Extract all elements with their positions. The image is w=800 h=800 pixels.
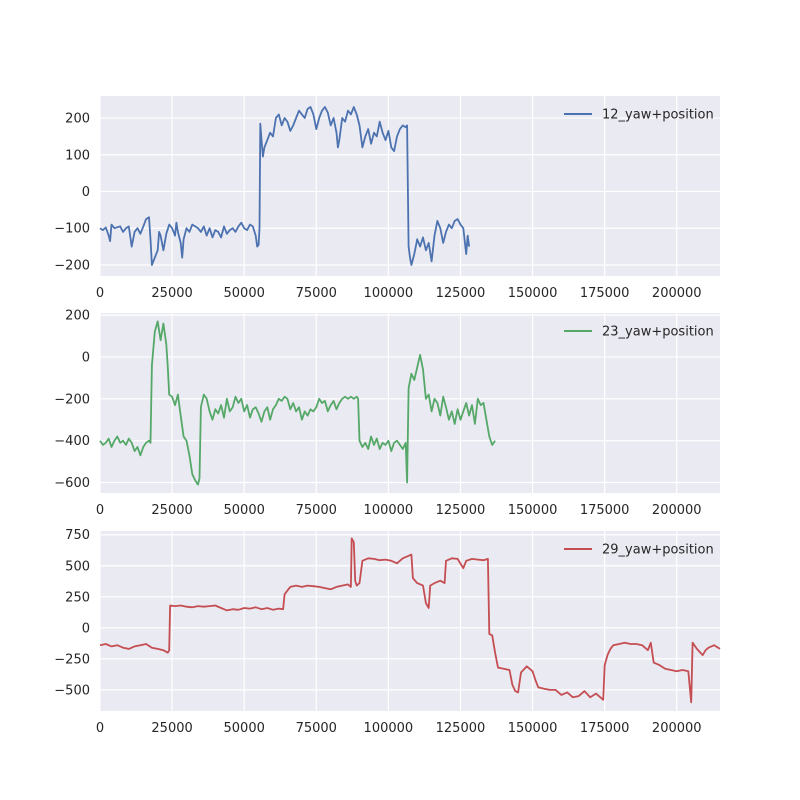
- plot-area: [100, 531, 720, 711]
- x-tick-label: 100000: [364, 721, 414, 736]
- x-tick-label: 175000: [580, 721, 630, 736]
- plot-area: [100, 313, 720, 493]
- x-tick-label: 150000: [508, 286, 558, 301]
- y-tick-label: 200: [65, 112, 90, 127]
- y-tick-label: −100: [54, 222, 90, 237]
- x-tick-label: 75000: [296, 503, 337, 518]
- x-tick-label: 25000: [151, 503, 192, 518]
- x-tick-label: 175000: [580, 503, 630, 518]
- y-tick-label: 200: [65, 309, 90, 324]
- subplot-23-yaw-position: 0 25000 50000 75000 100000 125000 150000 175000…: [54, 309, 720, 518]
- x-tick-label: 100000: [364, 286, 414, 301]
- y-tick-label: 0: [82, 621, 90, 636]
- x-tick-label: 200000: [652, 286, 702, 301]
- y-tick-label: 0: [82, 185, 90, 200]
- x-tick-label: 0: [96, 721, 104, 736]
- subplot-29-yaw-position: 0 25000 50000 75000 100000 125000 150000 175000…: [54, 528, 721, 736]
- x-tick-label: 75000: [296, 286, 337, 301]
- y-tick-label: 0: [82, 350, 90, 365]
- x-tick-label: 175000: [580, 286, 630, 301]
- subplot-12-yaw-position: 0 25000 50000 75000 100000 125000 150000 175000…: [54, 96, 720, 301]
- x-tick-label: 50000: [224, 286, 265, 301]
- y-tick-label: −400: [54, 434, 90, 449]
- x-tick-label: 50000: [224, 503, 265, 518]
- series-line: [99, 320, 496, 486]
- y-tick-label: −500: [54, 683, 90, 698]
- x-tick-label: 150000: [508, 503, 558, 518]
- series-line: [99, 106, 470, 266]
- y-tick-label: −200: [54, 258, 90, 273]
- y-tick-label: −600: [54, 476, 90, 491]
- y-tick-label: −250: [54, 652, 90, 667]
- y-tick-label: 500: [65, 559, 90, 574]
- legend-label: 12_yaw+position: [602, 108, 714, 123]
- x-tick-label: 75000: [296, 721, 337, 736]
- legend-label: 23_yaw+position: [602, 325, 714, 340]
- x-tick-label: 125000: [436, 503, 486, 518]
- x-tick-label: 200000: [652, 503, 702, 518]
- y-tick-label: −200: [54, 392, 90, 407]
- x-tick-label: 125000: [436, 721, 486, 736]
- x-tick-label: 0: [96, 286, 104, 301]
- x-tick-label: 100000: [364, 503, 414, 518]
- plot-area: [100, 96, 720, 276]
- y-tick-label: 250: [65, 590, 90, 605]
- series-line: [99, 537, 721, 704]
- x-tick-label: 150000: [508, 721, 558, 736]
- y-tick-label: 100: [65, 148, 90, 163]
- x-tick-label: 50000: [224, 721, 265, 736]
- x-tick-label: 25000: [151, 286, 192, 301]
- x-tick-label: 125000: [436, 286, 486, 301]
- x-tick-label: 200000: [652, 721, 702, 736]
- x-tick-label: 25000: [151, 721, 192, 736]
- x-tick-label: 0: [96, 503, 104, 518]
- y-tick-label: 750: [65, 528, 90, 543]
- legend-label: 29_yaw+position: [602, 543, 714, 558]
